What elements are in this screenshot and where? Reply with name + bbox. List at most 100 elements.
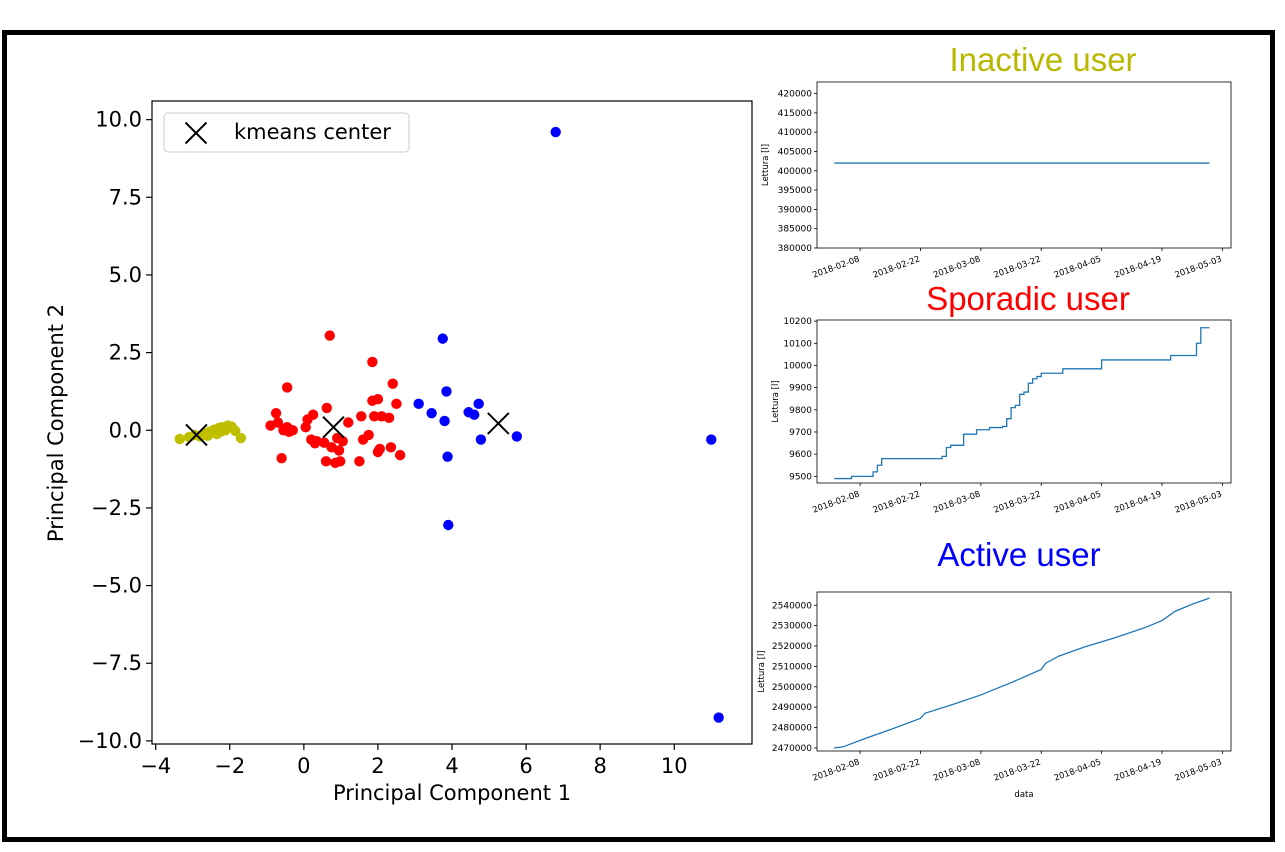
data-point <box>473 398 484 410</box>
panel-x-axis-label: data <box>1014 790 1033 800</box>
data-point <box>337 435 348 447</box>
y-tick-label: 9900 <box>789 384 812 394</box>
x-tick-label: 2018-02-08 <box>811 489 861 515</box>
x-tick-label: −2 <box>214 754 245 778</box>
data-point <box>367 356 378 368</box>
x-tick-label: 2018-05-03 <box>1174 254 1224 280</box>
data-point <box>174 433 185 445</box>
data-point <box>272 417 284 428</box>
x-tick-label: 2018-04-05 <box>1053 489 1103 515</box>
y-tick-label: −2.5 <box>91 496 142 520</box>
x-tick-label: 2018-04-19 <box>1113 254 1163 280</box>
data-point <box>469 409 480 420</box>
x-tick-label: 2 <box>371 754 384 778</box>
data-point <box>235 432 247 444</box>
data-point <box>270 407 282 419</box>
x-tick-label: −4 <box>140 754 171 778</box>
x-axis-label: Principal Component 1 <box>333 781 571 805</box>
data-point <box>230 425 241 437</box>
data-point <box>394 449 406 461</box>
sporadic-user-panel: 10200 10100 10000 9900 9800 9700 9600 9500 2018-… <box>771 317 1232 516</box>
data-point <box>437 333 448 344</box>
data-point <box>324 330 335 341</box>
data-point <box>372 394 384 405</box>
y-tick-label: 9500 <box>789 472 812 482</box>
y-tick-label: 405000 <box>778 147 813 157</box>
y-tick-label: 410000 <box>778 128 813 138</box>
data-point <box>511 431 523 442</box>
y-tick-label: 2520000 <box>772 642 812 652</box>
kmeans-center <box>184 121 208 145</box>
active-user-panel: 2540000 2530000 2520000 2510000 2500000 24900… <box>757 591 1232 800</box>
y-tick-label: 9800 <box>789 406 812 416</box>
center-stroke <box>487 412 510 435</box>
y-axis-label: Principal Component 2 <box>44 304 68 542</box>
data-point <box>369 411 380 422</box>
data-point <box>383 412 395 424</box>
x-tick-label: 8 <box>593 754 606 778</box>
y-tick-label: 415000 <box>778 109 813 119</box>
center-stroke <box>184 121 208 145</box>
x-tick-label: 2018-03-22 <box>992 489 1042 515</box>
data-point <box>319 437 330 448</box>
data-point <box>713 712 724 723</box>
y-tick-label: 10200 <box>783 317 812 327</box>
data-point <box>439 415 450 427</box>
y-tick-label: −5.0 <box>91 574 142 598</box>
x-tick-label: 2018-05-03 <box>1174 489 1224 515</box>
x-tick-label: 2018-04-19 <box>1113 489 1163 515</box>
data-point <box>442 451 453 462</box>
data-point <box>354 456 365 467</box>
panel-plot-area <box>816 81 1232 249</box>
y-tick-label: 420000 <box>778 90 813 100</box>
data-point <box>215 426 226 438</box>
scatter-plot: −4 −2 0 2 4 6 8 10 10.0 7.5 5.0 2.5 0.0 −2.5 −5.0 −7.5 −… <box>44 100 753 805</box>
plot-area <box>151 100 753 745</box>
y-tick-label: −10.0 <box>78 729 142 753</box>
x-tick-label: 0 <box>297 754 310 778</box>
center-stroke <box>322 415 345 439</box>
x-tick-label: 2018-03-08 <box>932 489 982 515</box>
x-tick-label: 2018-03-08 <box>932 254 982 280</box>
data-point <box>321 402 333 414</box>
panel-y-axis-label: Lettura [l] <box>771 380 781 422</box>
data-point <box>441 386 452 397</box>
active-user-title: Active user <box>937 536 1101 573</box>
x-tick-label: 2018-05-03 <box>1174 757 1224 783</box>
x-tick-label: 2018-03-22 <box>992 757 1042 783</box>
x-tick-label: 2018-04-05 <box>1053 757 1103 783</box>
data-point <box>276 453 287 464</box>
x-tick-label: 2018-02-08 <box>811 757 861 783</box>
data-point <box>281 382 293 393</box>
panel-plot-area <box>816 319 1232 484</box>
y-tick-label: 7.5 <box>109 185 142 209</box>
panel-plot-area <box>816 591 1232 752</box>
y-tick-label: 380000 <box>778 244 813 254</box>
x-tick-label: 4 <box>445 754 458 778</box>
data-point <box>413 398 424 410</box>
data-point <box>363 429 374 441</box>
x-tick-label: 10 <box>661 754 688 778</box>
y-tick-label: 9700 <box>789 428 812 438</box>
kmeans-center <box>322 415 345 439</box>
data-point <box>356 411 367 422</box>
x-tick-label: 2018-03-22 <box>992 254 1042 280</box>
y-tick-label: 390000 <box>778 205 813 215</box>
data-point <box>387 378 398 389</box>
data-point <box>204 426 215 438</box>
y-tick-label: 0.0 <box>109 418 142 442</box>
center-stroke <box>185 423 208 447</box>
data-point <box>385 442 397 453</box>
x-tick-label: 2018-02-22 <box>872 254 922 280</box>
y-tick-label: 10.0 <box>95 108 142 132</box>
data-point <box>343 417 354 428</box>
y-tick-label: 2490000 <box>772 703 812 713</box>
legend: kmeans center <box>163 112 410 153</box>
series-line <box>834 597 1210 749</box>
y-tick-label: 2480000 <box>772 724 812 734</box>
y-tick-label: 2500000 <box>772 683 812 693</box>
data-point <box>426 407 437 419</box>
y-tick-label: 2510000 <box>772 662 812 672</box>
data-point <box>391 398 402 410</box>
